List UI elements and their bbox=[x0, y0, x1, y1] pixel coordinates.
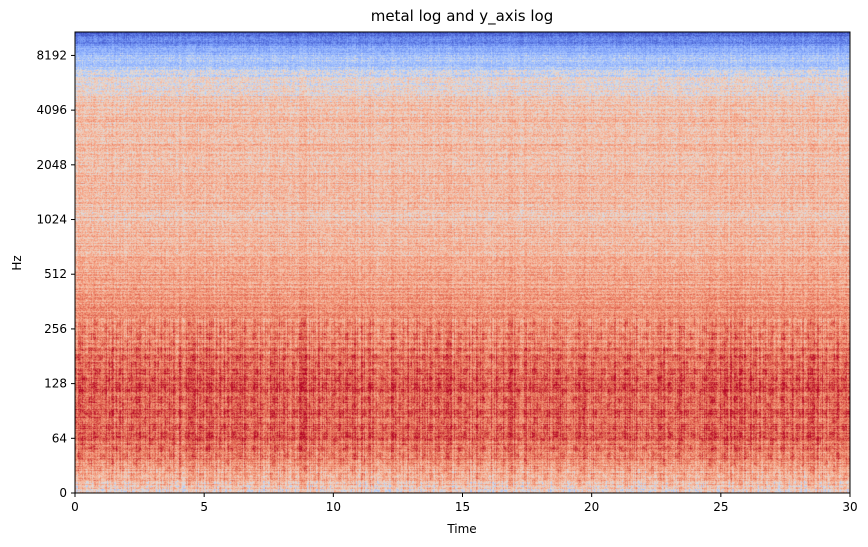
y-tick-label: 128 bbox=[44, 377, 67, 391]
y-tick-label: 1024 bbox=[36, 213, 67, 227]
y-axis: 0 64 128 256 512 1024 2048 4096 8192 bbox=[36, 48, 75, 500]
y-tick-label: 0 bbox=[59, 486, 67, 500]
x-tick-label: 15 bbox=[455, 500, 470, 514]
y-tick-label: 512 bbox=[44, 267, 67, 281]
x-tick-label: 30 bbox=[842, 500, 857, 514]
y-axis-label: Hz bbox=[10, 255, 24, 270]
x-tick-label: 0 bbox=[71, 500, 79, 514]
x-tick-label: 10 bbox=[326, 500, 341, 514]
y-tick-label: 64 bbox=[52, 431, 67, 445]
chart-title: metal log and y_axis log bbox=[371, 7, 554, 26]
plot-area bbox=[74, 31, 851, 494]
y-tick-label: 2048 bbox=[36, 158, 67, 172]
x-tick-label: 5 bbox=[200, 500, 208, 514]
x-tick-label: 25 bbox=[713, 500, 728, 514]
x-axis: 0 5 10 15 20 25 30 bbox=[71, 493, 858, 514]
y-tick-label: 8192 bbox=[36, 48, 67, 62]
y-tick-label: 4096 bbox=[36, 103, 67, 117]
spectrogram-image bbox=[75, 32, 850, 493]
x-axis-label: Time bbox=[446, 522, 476, 536]
y-tick-label: 256 bbox=[44, 322, 67, 336]
x-tick-label: 20 bbox=[584, 500, 599, 514]
